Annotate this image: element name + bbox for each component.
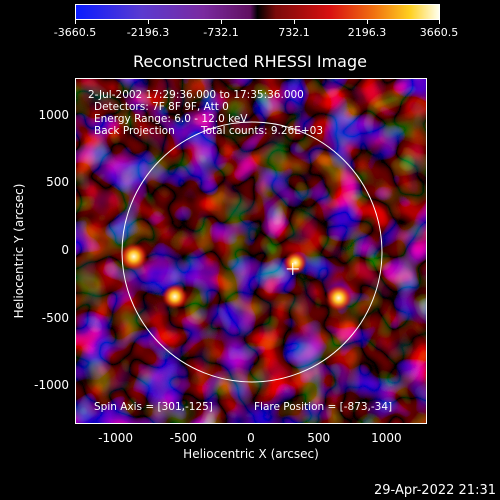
spin-axis-marker [286,262,299,275]
colorbar-tick-label: 3660.5 [419,26,459,39]
colorbar-tick-label: -3660.5 [53,26,97,39]
solar-limb-circle [121,121,383,383]
y-tick-label: -1000 [34,378,69,393]
annotation-total-counts: Total counts: 9.26E+03 [201,125,324,137]
bright-source [283,251,307,275]
colorbar [75,4,440,20]
annotation-energy-range: Energy Range: 6.0 - 12.0 keV [94,113,248,125]
timestamp: 29-Apr-2022 21:31 [374,483,496,498]
y-tick-label: -500 [41,310,69,325]
colorbar-tick-label: -2196.3 [126,26,170,39]
annotation-time-range: 2-Jul-2002 17:29:36.000 to 17:35:36.000 [88,89,304,101]
annotation-method: Back Projection [94,125,175,137]
colorbar-tick-label: 732.1 [278,26,310,39]
colorbar-tick-mark [367,20,368,24]
bright-source [119,242,148,271]
x-tick-label: 0 [247,431,255,445]
colorbar-tick-mark [148,20,149,24]
bright-source [325,284,353,312]
colorbar-tick-label: -732.1 [203,26,239,39]
colorbar-tick-mark [221,20,222,24]
y-tick-label: 1000 [38,107,69,122]
y-tick-label: 0 [61,243,69,257]
x-tick-label: -500 [169,431,197,445]
x-axis-label: Heliocentric X (arcsec) [183,447,319,461]
annotation-flare-position: Flare Position = [-873,-34] [254,401,393,413]
x-tick-label: 500 [307,431,331,445]
chart-title: Reconstructed RHESSI Image [133,52,367,71]
y-tick-label: 500 [46,175,69,190]
plot-area: 2-Jul-2002 17:29:36.000 to 17:35:36.000 … [75,78,427,424]
annotation-detectors: Detectors: 7F 8F 9F, Att 0 [94,101,229,113]
bright-source [161,283,188,310]
heatmap-image [76,79,426,423]
annotation-spin-axis: Spin Axis = [301,-125] [94,401,213,413]
x-tick-label: -1000 [98,431,134,445]
x-tick-label: 1000 [371,431,402,445]
colorbar-tick-mark [439,20,440,24]
colorbar-tick-mark [294,20,295,24]
colorbar-tick-mark [75,20,76,24]
colorbar-tick-label: 2196.3 [347,26,387,39]
y-axis-label: Heliocentric Y (arcsec) [12,183,26,319]
